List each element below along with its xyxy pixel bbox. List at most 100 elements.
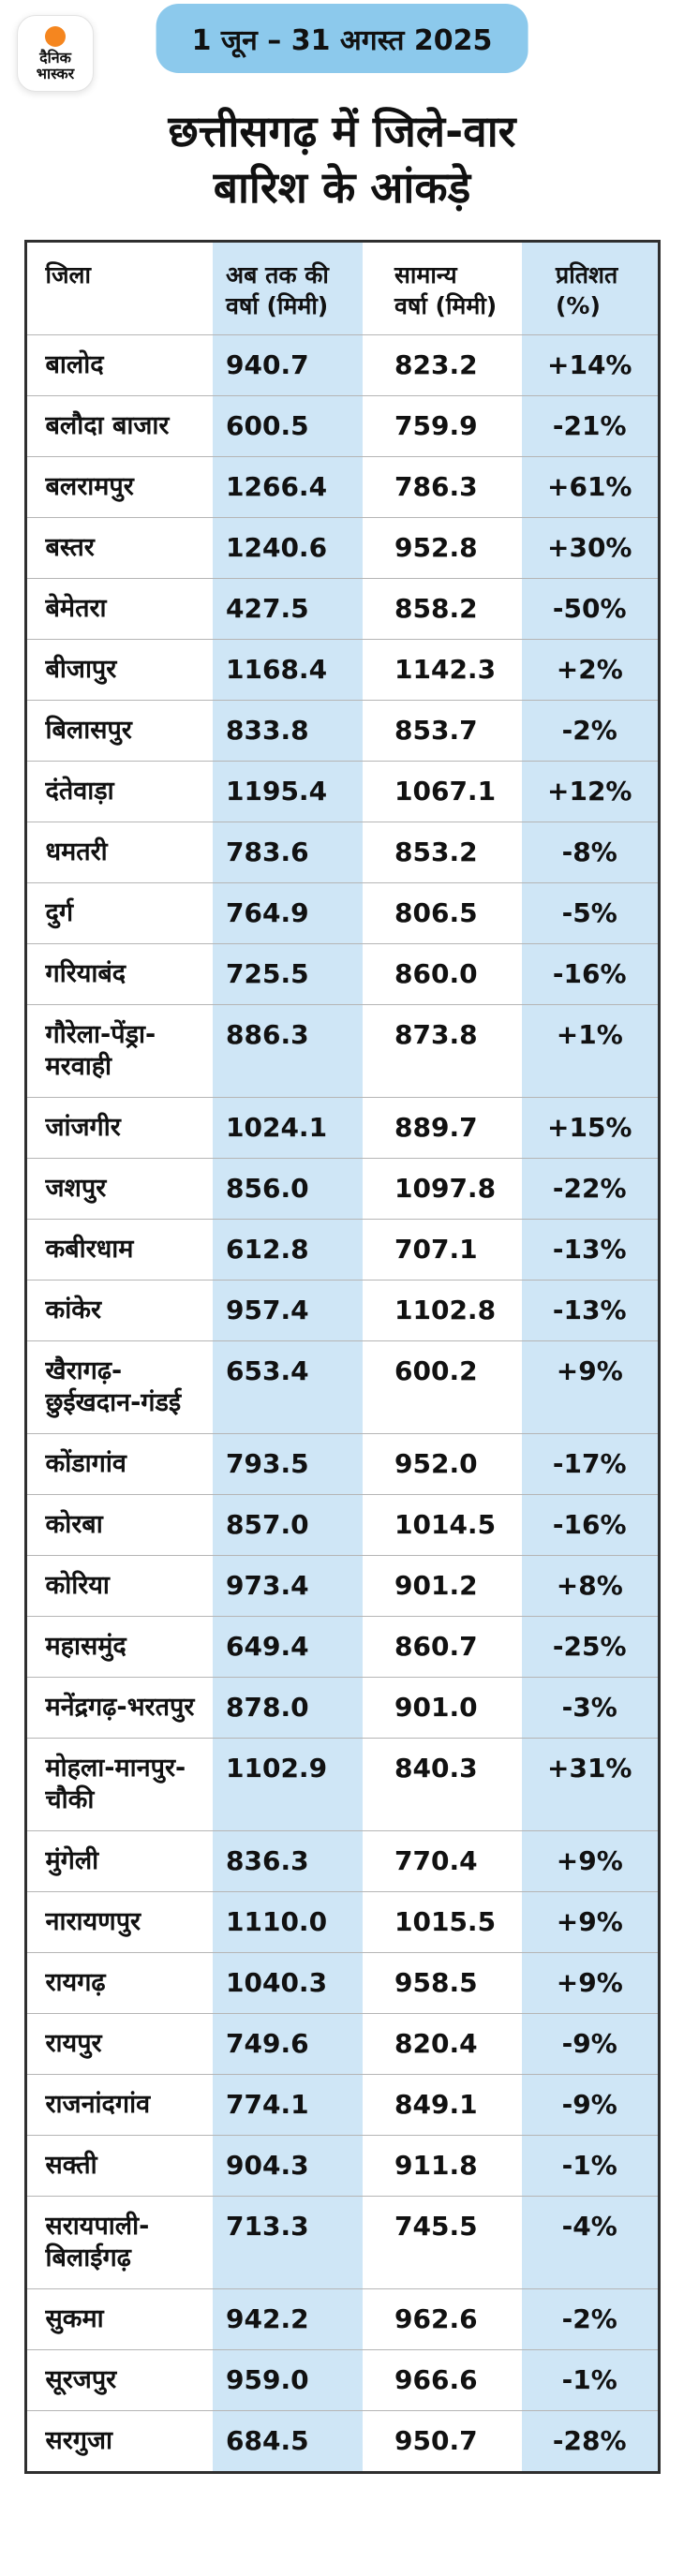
percent-cell: -17% — [522, 1433, 659, 1495]
col-header-district: जिला — [45, 261, 91, 289]
actual-rainfall-cell: 649.4 — [213, 1616, 363, 1678]
percent-cell: -16% — [522, 943, 659, 1005]
percent-cell: -2% — [522, 700, 659, 762]
percent-cell: -1% — [522, 2135, 659, 2197]
normal-rainfall-cell: 860.0 — [394, 958, 478, 989]
normal-rainfall-cell: 860.7 — [394, 1631, 478, 1662]
table-row: कांकेर 957.4 1102.8 -13% — [25, 1280, 659, 1341]
actual-rainfall-cell: 904.3 — [213, 2135, 363, 2197]
normal-rainfall-cell: 806.5 — [394, 897, 478, 928]
normal-rainfall-cell: 952.0 — [394, 1448, 478, 1479]
percent-cell: -13% — [522, 1280, 659, 1341]
table-row: सूरजपुर 959.0 966.6 -1% — [25, 2349, 659, 2411]
normal-rainfall-cell: 823.2 — [394, 349, 478, 380]
district-cell: बालोद — [45, 350, 104, 379]
table-row: सुकमा 942.2 962.6 -2% — [25, 2288, 659, 2350]
percent-cell: -9% — [522, 2074, 659, 2136]
actual-rainfall-cell: 940.7 — [213, 334, 363, 396]
percent-cell: -16% — [522, 1494, 659, 1556]
percent-cell: +9% — [522, 1830, 659, 1892]
percent-cell: +31% — [522, 1738, 659, 1831]
date-range-badge: 1 जून – 31 अगस्त 2025 — [156, 4, 528, 73]
actual-rainfall-cell: 942.2 — [213, 2288, 363, 2350]
normal-rainfall-cell: 849.1 — [394, 2089, 478, 2120]
page-title: छत्तीसगढ़ में जिले-वार बारिश के आंकड़े — [0, 103, 684, 215]
actual-rainfall-cell: 725.5 — [213, 943, 363, 1005]
normal-rainfall-cell: 1102.8 — [394, 1295, 497, 1325]
district-cell: बीजापुर — [45, 655, 117, 684]
district-cell: जशपुर — [45, 1174, 107, 1203]
actual-rainfall-cell: 749.6 — [213, 2013, 363, 2075]
district-cell: सक्ती — [45, 2151, 97, 2180]
actual-rainfall-cell: 684.5 — [213, 2410, 363, 2473]
district-cell: कबीरधाम — [45, 1235, 134, 1264]
normal-rainfall-cell: 1097.8 — [394, 1173, 497, 1204]
percent-cell: +1% — [522, 1004, 659, 1098]
table-row: दंतेवाड़ा 1195.4 1067.1 +12% — [25, 761, 659, 822]
page-title-line1: छत्तीसगढ़ में जिले-वार — [168, 106, 516, 156]
normal-rainfall-cell: 1015.5 — [394, 1906, 497, 1937]
actual-rainfall-cell: 959.0 — [213, 2349, 363, 2411]
actual-rainfall-cell: 957.4 — [213, 1280, 363, 1341]
district-cell: जांजगीर — [45, 1113, 121, 1142]
table-row: सक्ती 904.3 911.8 -1% — [25, 2135, 659, 2197]
district-cell: कोरबा — [45, 1510, 103, 1539]
normal-rainfall-cell: 600.2 — [394, 1355, 478, 1386]
percent-cell: -28% — [522, 2410, 659, 2473]
col-header-normal-rainfall: सामान्य वर्षा (मिमी) — [394, 261, 498, 319]
district-cell: बस्तर — [45, 533, 95, 562]
table-row: खैरागढ़-छुईखदान-गंडई 653.4 600.2 +9% — [25, 1340, 659, 1434]
actual-rainfall-cell: 973.4 — [213, 1555, 363, 1617]
district-cell: धमतरी — [45, 837, 108, 866]
table-row: कोरबा 857.0 1014.5 -16% — [25, 1494, 659, 1556]
actual-rainfall-cell: 1266.4 — [213, 456, 363, 518]
table-row: बलरामपुर 1266.4 786.3 +61% — [25, 456, 659, 518]
table-row: धमतरी 783.6 853.2 -8% — [25, 822, 659, 883]
rainfall-table: जिला अब तक की वर्षा (मिमी) सामान्य वर्षा… — [23, 240, 661, 2474]
district-cell: नारायणपुर — [45, 1907, 141, 1936]
actual-rainfall-cell: 427.5 — [213, 578, 363, 640]
percent-cell: +15% — [522, 1097, 659, 1159]
percent-cell: -1% — [522, 2349, 659, 2411]
actual-rainfall-cell: 857.0 — [213, 1494, 363, 1556]
normal-rainfall-cell: 966.6 — [394, 2364, 478, 2395]
percent-cell: +9% — [522, 1952, 659, 2014]
normal-rainfall-cell: 1014.5 — [394, 1509, 497, 1540]
table-row: मोहला-मानपुर-चौकी 1102.9 840.3 +31% — [25, 1738, 659, 1831]
normal-rainfall-cell: 901.2 — [394, 1570, 478, 1601]
actual-rainfall-cell: 1168.4 — [213, 639, 363, 701]
normal-rainfall-cell: 858.2 — [394, 593, 478, 624]
table-row: दुर्ग 764.9 806.5 -5% — [25, 882, 659, 944]
normal-rainfall-cell: 911.8 — [394, 2150, 478, 2181]
normal-rainfall-cell: 786.3 — [394, 471, 478, 502]
normal-rainfall-cell: 1142.3 — [394, 654, 497, 685]
normal-rainfall-cell: 889.7 — [394, 1112, 478, 1143]
normal-rainfall-cell: 707.1 — [394, 1234, 478, 1265]
district-cell: राजनांदगांव — [45, 2090, 151, 2119]
actual-rainfall-cell: 836.3 — [213, 1830, 363, 1892]
district-cell: सरगुजा — [45, 2426, 113, 2455]
table-row: बेमेतरा 427.5 858.2 -50% — [25, 578, 659, 640]
actual-rainfall-cell: 1040.3 — [213, 1952, 363, 2014]
district-cell: बेमेतरा — [45, 594, 107, 623]
district-cell: कोरिया — [45, 1571, 110, 1600]
table-row: बलौदा बाजार 600.5 759.9 -21% — [25, 395, 659, 457]
table-row: कोंडागांव 793.5 952.0 -17% — [25, 1433, 659, 1495]
district-cell: मोहला-मानपुर-चौकी — [45, 1754, 186, 1814]
actual-rainfall-cell: 1102.9 — [213, 1738, 363, 1831]
logo-sun-icon — [45, 25, 66, 47]
district-cell: सरायपाली-बिलाईगढ़ — [45, 2212, 150, 2273]
table-row: गरियाबंद 725.5 860.0 -16% — [25, 943, 659, 1005]
district-cell: कोंडागांव — [45, 1449, 126, 1478]
percent-cell: +9% — [522, 1340, 659, 1434]
district-cell: कांकेर — [45, 1295, 102, 1325]
table-row: रायपुर 749.6 820.4 -9% — [25, 2013, 659, 2075]
percent-cell: -3% — [522, 1677, 659, 1739]
normal-rainfall-cell: 770.4 — [394, 1845, 478, 1876]
normal-rainfall-cell: 962.6 — [394, 2303, 478, 2334]
normal-rainfall-cell: 840.3 — [394, 1753, 478, 1784]
table-body: बालोद 940.7 823.2 +14% बलौदा बाजार 600.5 759.9… — [25, 334, 659, 2473]
district-cell: सूरजपुर — [45, 2365, 117, 2394]
district-cell: मुंगेली — [45, 1846, 99, 1875]
table-row: रायगढ़ 1040.3 958.5 +9% — [25, 1952, 659, 2014]
